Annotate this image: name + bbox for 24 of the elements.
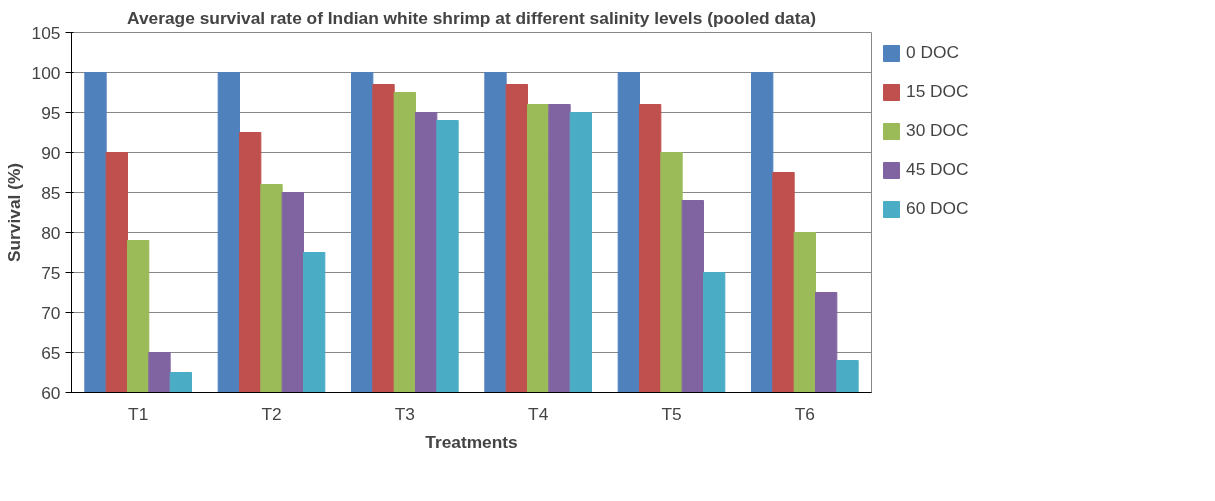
x-tick-label: T6 <box>794 403 815 424</box>
chart-title: Average survival rate of Indian white shrimp at different salinity levels (pooled data) <box>127 7 816 28</box>
y-tick-label: 100 <box>31 62 61 83</box>
x-axis-title: Treatments <box>425 431 518 452</box>
x-tick-label: T2 <box>261 403 282 424</box>
y-tick-label: 65 <box>41 342 61 363</box>
x-tick-label: T5 <box>661 403 682 424</box>
legend-label: 45 DOC <box>906 159 969 180</box>
legend-label: 0 DOC <box>906 42 959 63</box>
legend-label: 60 DOC <box>906 198 969 219</box>
y-tick-label: 75 <box>41 262 61 283</box>
y-tick-label: 105 <box>31 22 61 43</box>
y-tick-label: 70 <box>41 302 61 323</box>
y-tick-label: 95 <box>41 102 61 123</box>
legend-label: 15 DOC <box>906 81 969 102</box>
y-tick-label: 80 <box>41 222 61 243</box>
legend-label: 30 DOC <box>906 120 969 141</box>
y-axis-title: Survival (%) <box>3 162 24 263</box>
x-tick-label: T1 <box>128 403 149 424</box>
y-tick-label: 60 <box>41 382 61 403</box>
x-tick-label: T4 <box>528 403 549 424</box>
x-tick-label: T3 <box>394 403 415 424</box>
y-tick-label: 90 <box>41 142 61 163</box>
y-tick-label: 85 <box>41 182 61 203</box>
